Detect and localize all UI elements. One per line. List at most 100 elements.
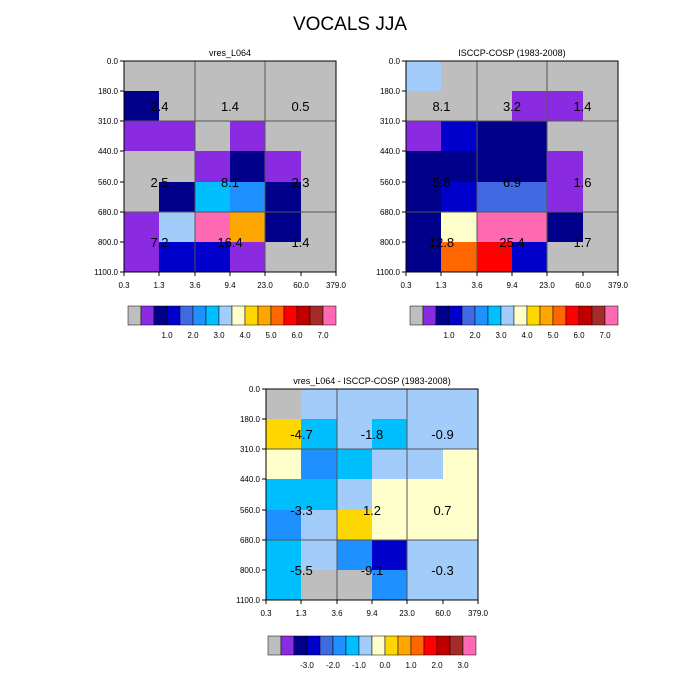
heatmap-cell <box>372 510 407 540</box>
heatmap-cell <box>124 91 159 121</box>
heatmap-cell <box>195 182 230 212</box>
colorbar: 1.0 2.0 3.0 4.0 5.0 6.0 7.0 <box>409 305 619 340</box>
colorbar-swatch <box>231 305 246 326</box>
colorbar-swatch <box>306 635 321 656</box>
group-value-label: 1.4 <box>291 235 309 250</box>
group-value-label: 0.7 <box>433 503 451 518</box>
panel-title: vres_L064 <box>209 48 251 58</box>
colorbar-swatch <box>462 635 477 656</box>
y-tick-label: 440.0 <box>240 475 261 484</box>
heatmap-cell <box>441 61 477 91</box>
x-tick-label: 23.0 <box>539 281 555 290</box>
colorbar-swatch <box>578 305 593 326</box>
colorbar-label: 5.0 <box>547 331 559 340</box>
x-tick-label: 60.0 <box>293 281 309 290</box>
heatmap-cell <box>443 510 478 540</box>
group-value-label: 2.4 <box>150 99 168 114</box>
heatmap-cell <box>406 242 441 272</box>
figure-title: VOCALS JJA <box>293 14 407 35</box>
colorbar-label: 5.0 <box>265 331 277 340</box>
colorbar-swatch <box>461 305 476 326</box>
heatmap-cell <box>301 479 337 510</box>
heatmap-cell <box>547 182 583 212</box>
colorbar-swatch <box>371 635 386 656</box>
heatmap-cell <box>407 540 443 570</box>
x-tick-label: 3.6 <box>331 609 343 618</box>
colorbar-label: 1.0 <box>161 331 173 340</box>
x-tick-label: 379.0 <box>468 609 489 618</box>
heatmap-cell <box>265 242 301 272</box>
heatmap-cell <box>195 212 230 242</box>
y-tick-label: 0.0 <box>107 57 119 66</box>
heatmap-cell <box>441 242 477 272</box>
colorbar-swatch <box>384 635 399 656</box>
heatmap-cell <box>159 91 195 121</box>
heatmap-cell <box>443 570 478 600</box>
heatmap-cell <box>512 182 547 212</box>
panel-1: vres_L064 2.4 1.4 0.5 2.5 8.1 2.3 7.2 16.4 1.4 0.0… <box>94 48 346 340</box>
group-value-label: 3.2 <box>503 99 521 114</box>
heatmap-cell <box>407 419 443 449</box>
heatmap-cell <box>512 212 547 242</box>
group-value-label: 1.4 <box>221 99 239 114</box>
y-tick-label: 0.0 <box>389 57 401 66</box>
y-tick-label: 310.0 <box>240 445 261 454</box>
heatmap-cell <box>230 61 265 91</box>
heatmap-cell <box>406 182 441 212</box>
heatmap-cell <box>547 91 583 121</box>
heatmap-cell <box>159 151 195 182</box>
colorbar-label: -3.0 <box>300 661 314 670</box>
heatmap-cell <box>266 540 301 570</box>
group-value-label: -0.3 <box>431 563 453 578</box>
heatmap-cell <box>301 212 336 242</box>
heatmap-cell <box>195 242 230 272</box>
heatmap-cell <box>547 151 583 182</box>
heatmap-cell <box>124 121 159 151</box>
colorbar: 1.0 2.0 3.0 4.0 5.0 6.0 7.0 <box>127 305 337 340</box>
heatmap-cell <box>301 570 337 600</box>
colorbar-swatch <box>332 635 347 656</box>
heatmap-cell <box>301 121 336 151</box>
heatmap-cell <box>124 61 159 91</box>
heatmap-cell <box>266 570 301 600</box>
colorbar-swatch <box>448 305 463 326</box>
colorbar-swatch <box>449 635 464 656</box>
y-tick-label: 1100.0 <box>94 268 118 277</box>
heatmap-cell <box>337 479 372 510</box>
colorbar-swatch <box>127 305 142 326</box>
heatmap-cell <box>547 121 583 151</box>
group-value-label: -3.3 <box>290 503 312 518</box>
heatmap-cell <box>477 182 512 212</box>
group-value-label: 1.6 <box>573 175 591 190</box>
colorbar-swatch <box>140 305 155 326</box>
y-tick-label: 1100.0 <box>376 268 400 277</box>
heatmap-cell <box>406 91 441 121</box>
colorbar-swatch <box>270 305 285 326</box>
heatmap-cell <box>583 121 618 151</box>
colorbar-label: 2.0 <box>187 331 199 340</box>
heatmap-cell <box>265 212 301 242</box>
colorbar-swatch <box>280 635 295 656</box>
colorbar-swatch <box>319 635 334 656</box>
x-tick-label: 9.4 <box>224 281 236 290</box>
colorbar-swatch <box>604 305 619 326</box>
heatmap-cell <box>443 540 478 570</box>
colorbar-label: 3.0 <box>457 661 469 670</box>
y-tick-label: 310.0 <box>380 117 401 126</box>
heatmap-cell <box>265 61 301 91</box>
heatmap-cell <box>441 91 477 121</box>
heatmap-cell <box>512 91 547 121</box>
colorbar-swatch <box>192 305 207 326</box>
colorbar-swatch <box>513 305 528 326</box>
heatmap-cell <box>477 242 512 272</box>
group-value-label: 1.7 <box>573 235 591 250</box>
heatmap-cell <box>337 570 372 600</box>
colorbar-swatch <box>257 305 272 326</box>
colorbar-label: 6.0 <box>291 331 303 340</box>
y-tick-label: 440.0 <box>98 147 119 156</box>
colorbar-swatch <box>218 305 233 326</box>
heatmap-cell <box>230 151 265 182</box>
heatmap-cell <box>301 540 337 570</box>
group-value-label: 6.9 <box>503 175 521 190</box>
group-value-label: 16.4 <box>217 235 242 250</box>
